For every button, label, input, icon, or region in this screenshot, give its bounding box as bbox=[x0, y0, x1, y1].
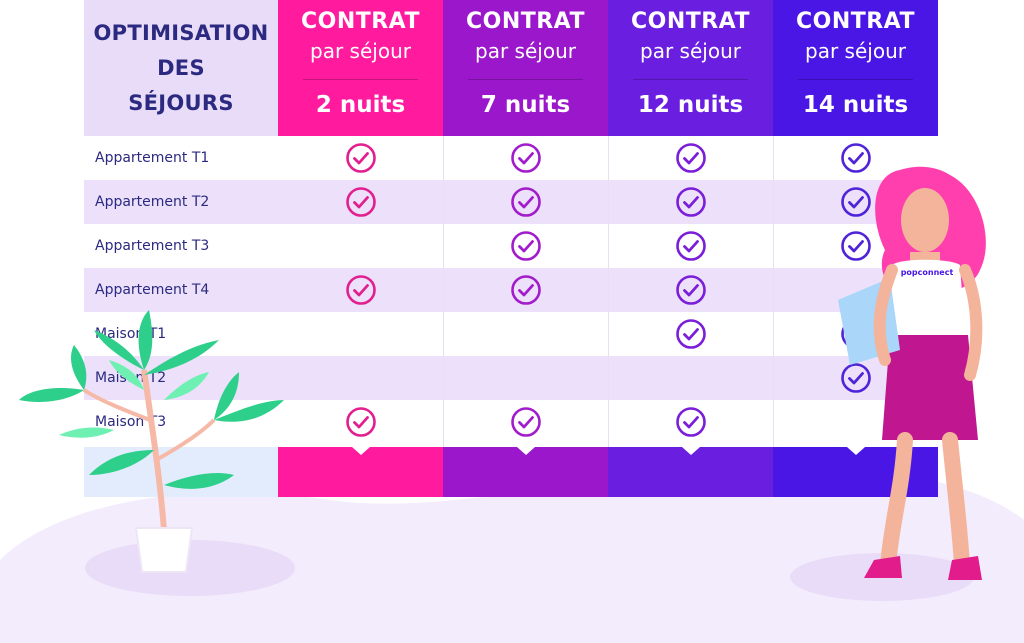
column-separator bbox=[773, 136, 774, 447]
column-nights: 2 nuits bbox=[315, 92, 406, 118]
check-circle-icon bbox=[510, 274, 542, 306]
check-circle-icon bbox=[345, 406, 377, 438]
check-circle-icon bbox=[510, 230, 542, 262]
column-footer-notch bbox=[682, 447, 700, 455]
check-circle-icon bbox=[675, 186, 707, 218]
row-label: Appartement T4 bbox=[95, 282, 210, 298]
check-circle-icon bbox=[840, 230, 872, 262]
column-footer-notch bbox=[517, 447, 535, 455]
row-label: Appartement T3 bbox=[95, 238, 210, 254]
check-circle-icon bbox=[675, 142, 707, 174]
column-title: CONTRAT bbox=[300, 9, 421, 34]
column-footer-notch bbox=[352, 447, 370, 455]
label-column-footer bbox=[84, 447, 278, 497]
column-divider bbox=[468, 79, 583, 80]
column-separator bbox=[608, 136, 609, 447]
column-header: CONTRAT par séjour 14 nuits bbox=[773, 0, 938, 136]
check-circle-icon bbox=[510, 406, 542, 438]
column-header: CONTRAT par séjour 2 nuits bbox=[278, 0, 443, 136]
column-nights: 12 nuits bbox=[637, 92, 744, 118]
check-circle-icon bbox=[345, 142, 377, 174]
column-divider bbox=[798, 79, 913, 80]
column-header: CONTRAT par séjour 7 nuits bbox=[443, 0, 608, 136]
column-subtitle: par séjour bbox=[310, 39, 411, 63]
column-separator bbox=[443, 136, 444, 447]
check-circle-icon bbox=[840, 142, 872, 174]
column-footer bbox=[443, 447, 608, 497]
column-divider bbox=[303, 79, 418, 80]
contract-column: CONTRAT par séjour 14 nuits bbox=[773, 0, 938, 497]
check-circle-icon bbox=[840, 186, 872, 218]
row-label: Appartement T2 bbox=[95, 194, 210, 210]
column-subtitle: par séjour bbox=[805, 39, 906, 63]
table-header-label: OPTIMISATION DES SÉJOURS bbox=[84, 0, 278, 136]
column-title: CONTRAT bbox=[630, 9, 751, 34]
check-circle-icon bbox=[840, 362, 872, 394]
shirt-logo: popconnect bbox=[901, 268, 954, 277]
label-column: OPTIMISATION DES SÉJOURS bbox=[84, 0, 278, 497]
check-circle-icon bbox=[510, 186, 542, 218]
column-divider bbox=[633, 79, 748, 80]
check-circle-icon bbox=[675, 406, 707, 438]
contract-column: CONTRAT par séjour 7 nuits bbox=[443, 0, 608, 497]
column-title: CONTRAT bbox=[465, 9, 586, 34]
check-circle-icon bbox=[675, 274, 707, 306]
woman-illustration: popconnect bbox=[838, 166, 986, 580]
column-subtitle: par séjour bbox=[640, 39, 741, 63]
column-title: CONTRAT bbox=[795, 9, 916, 34]
column-footer bbox=[608, 447, 773, 497]
contract-column: CONTRAT par séjour 12 nuits bbox=[608, 0, 773, 497]
table-row bbox=[84, 312, 941, 356]
column-header: CONTRAT par séjour 12 nuits bbox=[608, 0, 773, 136]
check-circle-icon bbox=[675, 230, 707, 262]
check-circle-icon bbox=[345, 186, 377, 218]
column-nights: 14 nuits bbox=[802, 92, 909, 118]
column-subtitle: par séjour bbox=[475, 39, 576, 63]
plant-illustration bbox=[19, 310, 284, 573]
contract-column: CONTRAT par séjour 2 nuits bbox=[278, 0, 443, 497]
column-nights: 7 nuits bbox=[480, 92, 571, 118]
check-circle-icon bbox=[675, 318, 707, 350]
column-footer-notch bbox=[847, 447, 865, 455]
check-circle-icon bbox=[345, 274, 377, 306]
check-circle-icon bbox=[510, 142, 542, 174]
row-label: Appartement T1 bbox=[95, 150, 210, 166]
column-footer bbox=[278, 447, 443, 497]
pricing-table: OPTIMISATION DES SÉJOURS Appartement T1 A… bbox=[84, 0, 941, 497]
